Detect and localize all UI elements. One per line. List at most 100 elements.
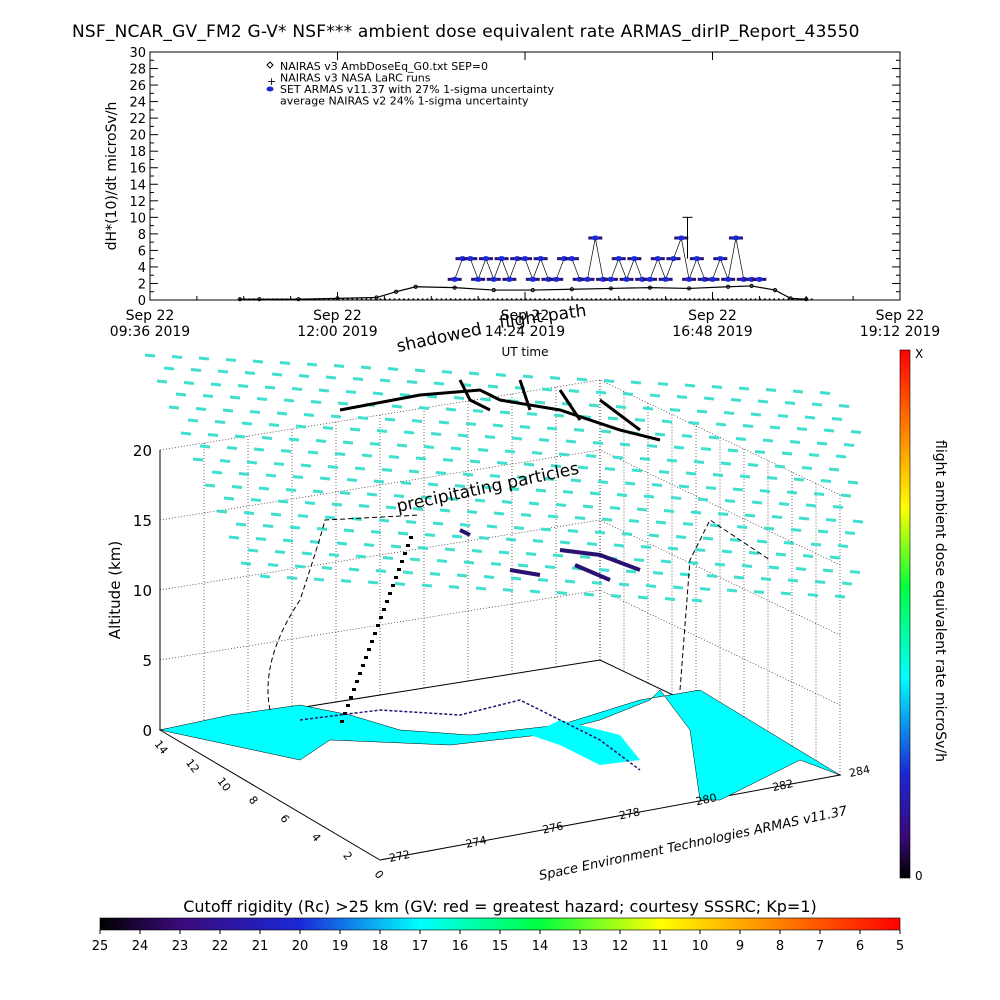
baseline-point bbox=[609, 298, 612, 301]
mesh-dash bbox=[736, 525, 748, 529]
mesh-dash bbox=[520, 513, 532, 517]
mesh-dash bbox=[774, 464, 786, 469]
mesh-dash bbox=[555, 503, 567, 507]
mesh-dash bbox=[306, 362, 318, 367]
mesh-dash bbox=[346, 478, 358, 482]
baseline-point bbox=[740, 298, 743, 301]
mesh-dash bbox=[763, 526, 775, 531]
mesh-dash bbox=[634, 418, 646, 422]
mesh-dash bbox=[682, 522, 694, 526]
mesh-dash bbox=[505, 537, 517, 542]
mesh-dash bbox=[633, 558, 645, 562]
mesh-dash bbox=[603, 379, 615, 383]
mesh-dash bbox=[528, 501, 540, 506]
mesh-dash bbox=[834, 594, 846, 599]
z-tick-label: 10 bbox=[133, 582, 152, 600]
mesh-dash bbox=[646, 444, 658, 448]
armas-marker bbox=[630, 256, 638, 262]
armas-marker bbox=[466, 256, 474, 262]
mesh-dash bbox=[343, 528, 355, 533]
mesh-dash bbox=[241, 421, 253, 426]
baseline-point bbox=[473, 298, 476, 301]
baseline-point bbox=[459, 298, 462, 301]
armas-marker bbox=[482, 256, 490, 262]
mesh-dash bbox=[436, 559, 448, 563]
mesh-dash bbox=[844, 531, 856, 535]
baseline-point bbox=[688, 298, 691, 301]
climb-point bbox=[370, 640, 374, 643]
rigidity-tick-label: 15 bbox=[492, 939, 509, 954]
baseline-point bbox=[773, 298, 776, 301]
mesh-dash bbox=[486, 524, 498, 529]
mesh-dash bbox=[295, 424, 307, 429]
mesh-dash bbox=[849, 570, 861, 574]
mesh-dash bbox=[510, 576, 522, 581]
mesh-dash bbox=[828, 467, 840, 472]
climb-point bbox=[355, 680, 359, 683]
mesh-dash bbox=[801, 466, 813, 470]
mesh-dash bbox=[267, 563, 279, 567]
mesh-dash bbox=[543, 477, 555, 481]
mesh-dash bbox=[525, 552, 537, 556]
climb-point bbox=[349, 696, 353, 699]
mesh-dash bbox=[363, 543, 375, 547]
x-tick-label: 12:00 2019 bbox=[297, 324, 377, 340]
mesh-dash bbox=[313, 577, 325, 582]
mesh-dash bbox=[444, 547, 456, 552]
mesh-dash bbox=[529, 589, 541, 594]
armas-marker bbox=[654, 256, 662, 262]
mesh-dash bbox=[819, 391, 831, 395]
baseline-point bbox=[660, 298, 663, 301]
mesh-dash bbox=[373, 479, 385, 484]
z-tick-label: 15 bbox=[133, 512, 152, 530]
mesh-dash bbox=[669, 408, 681, 412]
mesh-dash bbox=[339, 491, 351, 495]
baseline-point bbox=[721, 298, 724, 301]
mesh-dash bbox=[349, 427, 361, 432]
mesh-dash bbox=[750, 412, 762, 417]
mesh-dash bbox=[376, 429, 388, 433]
mesh-dash bbox=[733, 575, 745, 580]
mesh-dash bbox=[481, 485, 493, 490]
flight-path-legs bbox=[458, 379, 641, 432]
climb-point bbox=[361, 664, 365, 667]
mesh-dash bbox=[550, 464, 562, 468]
rigidity-tick-label: 18 bbox=[372, 939, 389, 954]
climb-point bbox=[367, 648, 371, 651]
mesh-dash bbox=[748, 551, 760, 555]
mesh-dash bbox=[768, 565, 780, 570]
mesh-dash bbox=[696, 409, 708, 414]
baseline-point bbox=[782, 298, 785, 301]
mesh-dash bbox=[729, 538, 741, 542]
mesh-dash bbox=[216, 509, 228, 514]
mesh-dash bbox=[445, 407, 457, 412]
y-tick-label: 14 bbox=[129, 178, 146, 193]
baseline-point bbox=[693, 298, 696, 301]
mesh-dash bbox=[591, 581, 603, 585]
mesh-dash bbox=[651, 483, 663, 487]
mesh-dash bbox=[345, 390, 357, 394]
mesh-dash bbox=[219, 459, 231, 463]
mesh-dash bbox=[240, 561, 252, 566]
mesh-dash bbox=[831, 417, 843, 421]
mesh-dash bbox=[408, 469, 420, 474]
baseline-point bbox=[281, 298, 283, 301]
mesh-dash bbox=[291, 387, 303, 391]
mesh-dash bbox=[519, 425, 531, 429]
mesh-dash bbox=[609, 506, 621, 510]
mesh-dash bbox=[579, 555, 591, 559]
mesh-dash bbox=[262, 524, 274, 528]
baseline-point bbox=[337, 298, 340, 301]
x-tick-label: 19:12 2019 bbox=[860, 324, 940, 340]
baseline-point bbox=[674, 298, 677, 301]
mesh-dash bbox=[652, 571, 664, 575]
mesh-dash bbox=[423, 445, 435, 449]
baseline-point bbox=[665, 298, 668, 301]
rigidity-tick-label: 19 bbox=[332, 939, 349, 954]
mesh-dash bbox=[396, 443, 408, 448]
baseline-point bbox=[243, 298, 246, 301]
longitude-tick-label: 276 bbox=[541, 820, 564, 837]
baseline-point bbox=[585, 298, 588, 301]
mesh-dash bbox=[252, 359, 264, 364]
baseline-point bbox=[426, 298, 429, 301]
